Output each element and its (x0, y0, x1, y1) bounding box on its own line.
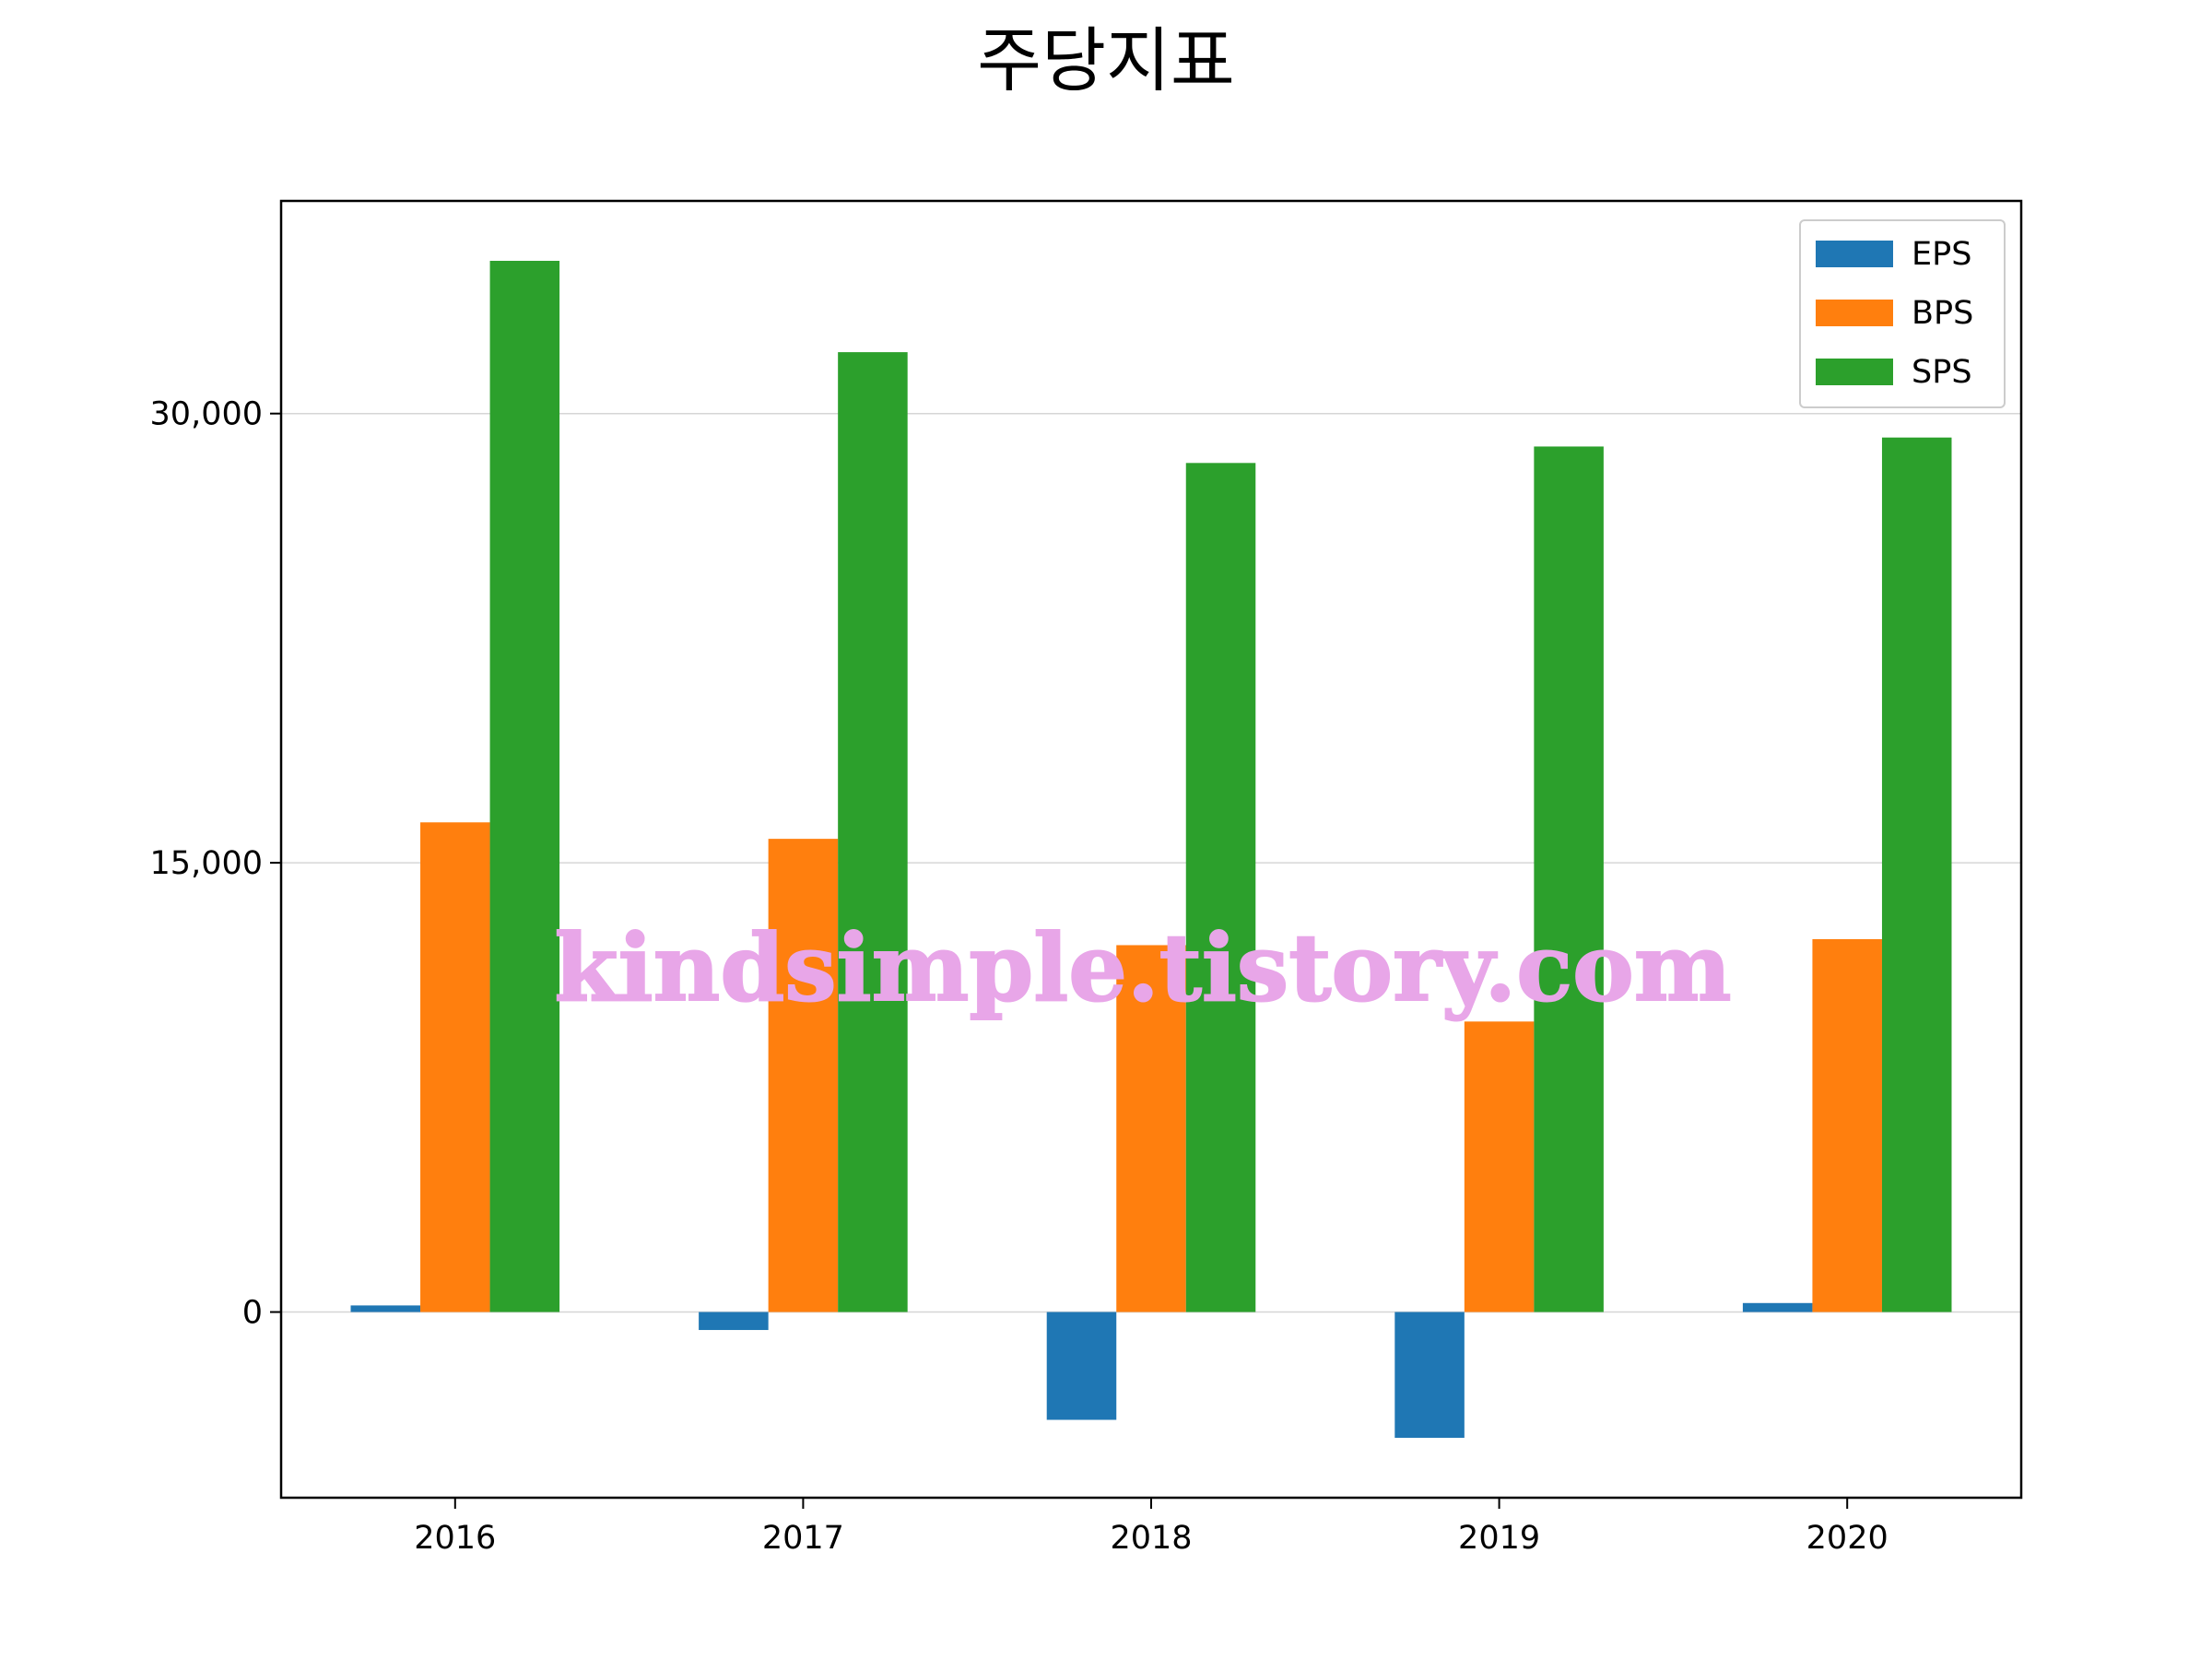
bar-eps-2016 (350, 1305, 421, 1312)
legend-label-eps: EPS (1912, 236, 1971, 273)
legend-swatch-bps (1816, 300, 1893, 326)
x-tick-label: 2019 (1458, 1520, 1540, 1557)
watermark-text: kindsimple.tistory.com (554, 913, 1731, 1022)
bar-bps-2016 (420, 822, 490, 1312)
y-tick-label: 15,000 (150, 845, 263, 882)
bar-eps-2020 (1742, 1302, 1813, 1312)
bar-sps-2017 (838, 352, 908, 1312)
bars (350, 260, 1952, 1439)
legend-label-sps: SPS (1912, 354, 1972, 391)
bar-sps-2018 (1185, 463, 1256, 1312)
x-tick-label: 2018 (1110, 1520, 1192, 1557)
legend: EPS BPS SPS (1799, 219, 2006, 408)
legend-swatch-eps (1816, 241, 1893, 267)
bar-eps-2017 (699, 1312, 769, 1331)
bar-bps-2020 (1812, 938, 1882, 1312)
x-tick-label: 2020 (1806, 1520, 1888, 1557)
x-tick-label: 2016 (414, 1520, 496, 1557)
bar-bps-2018 (1116, 945, 1186, 1312)
legend-swatch-sps (1816, 359, 1893, 385)
bar-sps-2016 (489, 260, 560, 1312)
bar-sps-2020 (1881, 437, 1952, 1312)
bar-bps-2017 (768, 839, 839, 1312)
y-tick-label: 30,000 (150, 396, 263, 433)
bar-eps-2018 (1046, 1312, 1117, 1420)
axes-ticks: 0 15,000 30,000 2016 2017 2018 2019 2020 (150, 396, 1888, 1557)
legend-label-bps: BPS (1912, 295, 1973, 332)
x-tick-label: 2017 (762, 1520, 844, 1557)
bar-bps-2019 (1464, 1021, 1535, 1312)
bar-eps-2019 (1394, 1312, 1465, 1439)
y-tick-label: 0 (242, 1295, 263, 1332)
bar-sps-2019 (1534, 446, 1604, 1312)
chart-title: 주당지표 (977, 19, 1235, 101)
